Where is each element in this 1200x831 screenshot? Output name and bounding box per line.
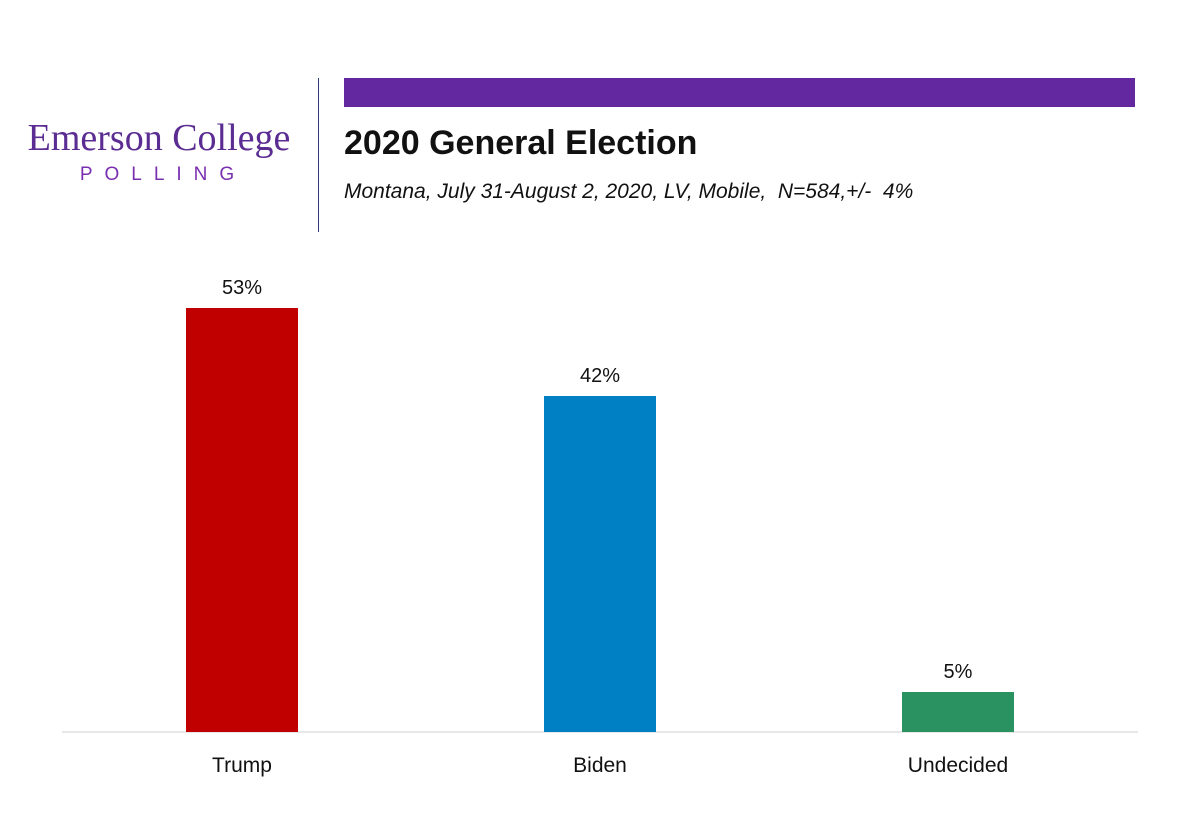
value-label-trump: 53%	[222, 277, 262, 299]
value-label-biden: 42%	[580, 365, 620, 387]
value-label-undecided: 5%	[944, 661, 973, 683]
bar-trump	[186, 308, 298, 732]
chart-title: 2020 General Election	[344, 124, 698, 162]
emerson-college-polling-logo: Emerson College POLLING	[24, 118, 294, 186]
chart-subtitle: Montana, July 31-August 2, 2020, LV, Mob…	[344, 180, 914, 203]
category-label-undecided: Undecided	[908, 754, 1008, 777]
category-label-biden: Biden	[573, 754, 627, 777]
header-accent-bar	[344, 78, 1135, 107]
bar-undecided	[902, 692, 1014, 732]
header-divider	[318, 78, 319, 232]
category-label-trump: Trump	[212, 754, 272, 777]
logo-name: Emerson College	[27, 117, 291, 159]
logo-subtitle: POLLING	[79, 164, 247, 185]
bar-biden	[544, 396, 656, 732]
